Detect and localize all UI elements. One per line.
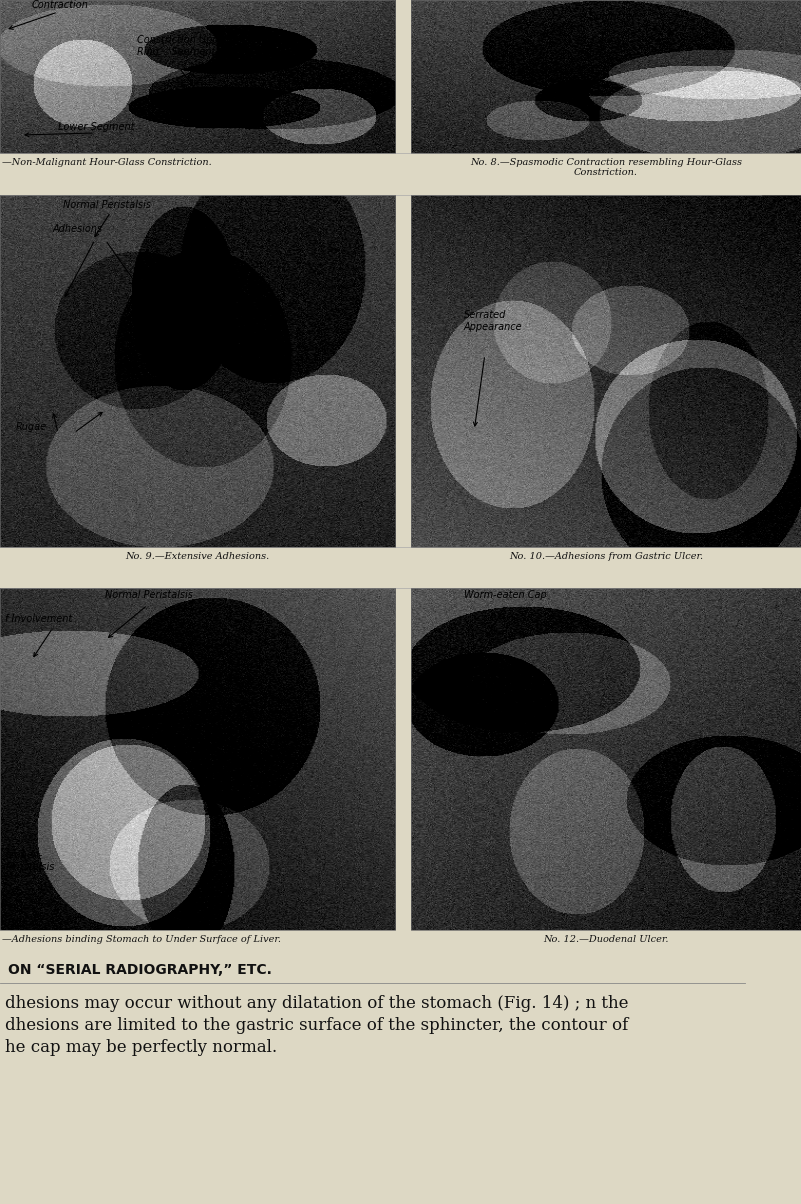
Bar [0,588,395,929]
Text: he cap may be perfectly normal.: he cap may be perfectly normal. [6,1039,277,1056]
Bar [0,547,801,588]
Text: Adhesions: Adhesions [53,224,103,234]
Text: Rugae: Rugae [16,421,47,432]
Bar [411,588,801,929]
Bar [0,195,395,547]
Text: Sphincter: Sphincter [590,12,637,22]
Bar [0,929,801,1204]
Text: f Involvement: f Involvement [6,614,73,624]
Text: —Non-Malignant Hour-Glass Constriction.: —Non-Malignant Hour-Glass Constriction. [2,158,211,167]
Text: No. 8.—Spasmodic Contraction resembling Hour-Glass
Constriction.: No. 8.—Spasmodic Contraction resembling … [470,158,742,177]
Text: Normal Peristalsis: Normal Peristalsis [63,200,151,209]
Text: Worm-eaten Cap: Worm-eaten Cap [464,590,546,600]
Text: Lower Segment: Lower Segment [58,122,135,132]
Text: Peristaltic
Contraction: Peristaltic Contraction [31,0,88,10]
Text: No. 10.—Adhesions from Gastric Ulcer.: No. 10.—Adhesions from Gastric Ulcer. [509,551,703,561]
Text: No. 12.—Duodenal Ulcer.: No. 12.—Duodenal Ulcer. [543,936,669,944]
Bar [0,0,395,153]
Text: dhesions are limited to the gastric surface of the sphincter, the contour of: dhesions are limited to the gastric surf… [6,1017,629,1034]
Text: ON “SERIAL RADIOGRAPHY,” ETC.: ON “SERIAL RADIOGRAPHY,” ETC. [9,963,272,976]
Text: ompen-
Peristalsis: ompen- Peristalsis [6,850,54,872]
Bar [411,0,801,153]
Bar [0,153,801,195]
Text: dhesions may occur without any dilatation of the stomach (Fig. 14) ; n the: dhesions may occur without any dilatatio… [6,995,629,1013]
Text: No. 9.—Extensive Adhesions.: No. 9.—Extensive Adhesions. [126,551,270,561]
Text: Normal Peristalsis: Normal Peristalsis [106,590,193,600]
Text: —Adhesions binding Stomach to Under Surface of Liver.: —Adhesions binding Stomach to Under Surf… [2,936,281,944]
Text: Constriction Upper
Ring    Segment: Constriction Upper Ring Segment [137,35,228,57]
Bar [411,195,801,547]
Text: Serrated
Appearance: Serrated Appearance [464,311,522,332]
